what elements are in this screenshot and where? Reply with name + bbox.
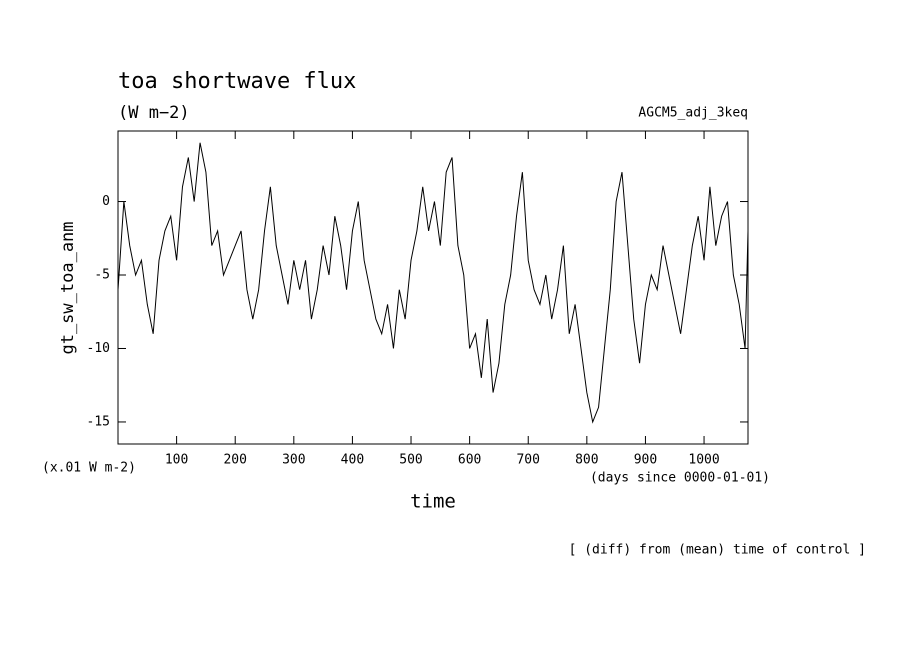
x-tick-label: 800	[575, 453, 598, 468]
plot-frame	[117, 130, 749, 445]
y-tick-label: -10	[87, 341, 110, 356]
footer-note: [ (diff) from (mean) time of control ]	[569, 543, 866, 558]
x-tick-label: 100	[165, 453, 188, 468]
x-tick-label: 200	[223, 453, 246, 468]
x-tick-label: 900	[634, 453, 657, 468]
x-tick-label: 1000	[688, 453, 719, 468]
y-axis-label: gt_sw_toa_anm	[58, 221, 78, 354]
x-tick-label: 400	[341, 453, 364, 468]
x-tick-label: 600	[458, 453, 481, 468]
x-axis-label: time	[410, 491, 456, 513]
x-unit: (days since 0000-01-01)	[590, 471, 770, 486]
y-tick-label: 0	[102, 194, 110, 209]
chart-title: toa shortwave flux	[118, 69, 356, 94]
y-tick-label: -15	[87, 414, 110, 429]
x-tick-label: 700	[516, 453, 539, 468]
y-unit: (x.01 W m-2)	[42, 461, 136, 476]
data-line	[117, 142, 749, 424]
y-tick-label: -5	[94, 268, 110, 283]
x-tick-label: 500	[399, 453, 422, 468]
x-tick-label: 300	[282, 453, 305, 468]
run-label: AGCM5_adj_3keq	[638, 106, 748, 121]
subtitle: (W m−2)	[118, 103, 190, 123]
